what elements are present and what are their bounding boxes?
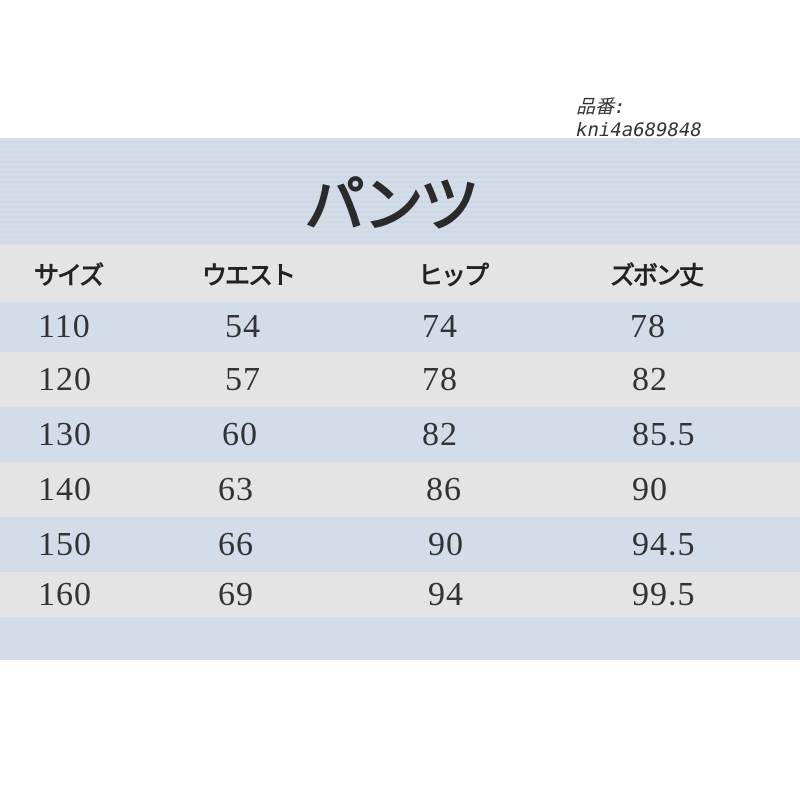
- table-header: サイズ ウエスト ヒップ ズボン丈: [0, 245, 800, 302]
- cell-size: 150: [38, 525, 92, 563]
- table-row: 160 69 94 99.5: [0, 572, 800, 617]
- table-row: 110 54 74 78: [0, 302, 800, 352]
- cell-length: 85.5: [632, 415, 696, 453]
- cell-size: 130: [38, 415, 92, 453]
- table-row: 120 57 78 82: [0, 352, 800, 407]
- cell-hip: 74: [422, 308, 458, 345]
- cell-hip: 94: [428, 575, 464, 613]
- cell-hip: 78: [422, 360, 458, 398]
- cell-hip: 82: [422, 415, 458, 453]
- cell-waist: 63: [218, 470, 254, 508]
- cell-size: 120: [38, 360, 92, 398]
- cell-waist: 60: [222, 415, 258, 453]
- product-code-value: kni4a689848: [576, 119, 702, 141]
- cell-length: 90: [632, 470, 668, 508]
- page-title: パンツ: [304, 171, 480, 241]
- cell-size: 110: [38, 308, 91, 345]
- cell-waist: 66: [218, 525, 254, 563]
- cell-length: 94.5: [632, 525, 696, 563]
- cell-size: 160: [38, 575, 92, 613]
- table-row: 140 63 86 90: [0, 462, 800, 517]
- table-footer-band: [0, 617, 800, 660]
- cell-waist: 57: [225, 360, 261, 398]
- title-banner: [0, 138, 800, 245]
- cell-size: 140: [38, 470, 92, 508]
- header-hip: ヒップ: [418, 260, 489, 290]
- cell-length: 82: [632, 360, 668, 398]
- cell-waist: 69: [218, 575, 254, 613]
- cell-length: 78: [630, 308, 666, 345]
- cell-hip: 90: [428, 525, 464, 563]
- product-code: 品番: kni4a689848: [576, 96, 702, 142]
- cell-hip: 86: [426, 470, 462, 508]
- cell-length: 99.5: [632, 575, 696, 613]
- product-code-label: 品番:: [576, 96, 626, 118]
- table-row: 130 60 82 85.5: [0, 407, 800, 462]
- header-length: ズボン丈: [610, 260, 704, 290]
- cell-waist: 54: [225, 308, 261, 345]
- header-waist: ウエスト: [202, 260, 296, 290]
- header-size: サイズ: [34, 260, 104, 290]
- table-row: 150 66 90 94.5: [0, 517, 800, 572]
